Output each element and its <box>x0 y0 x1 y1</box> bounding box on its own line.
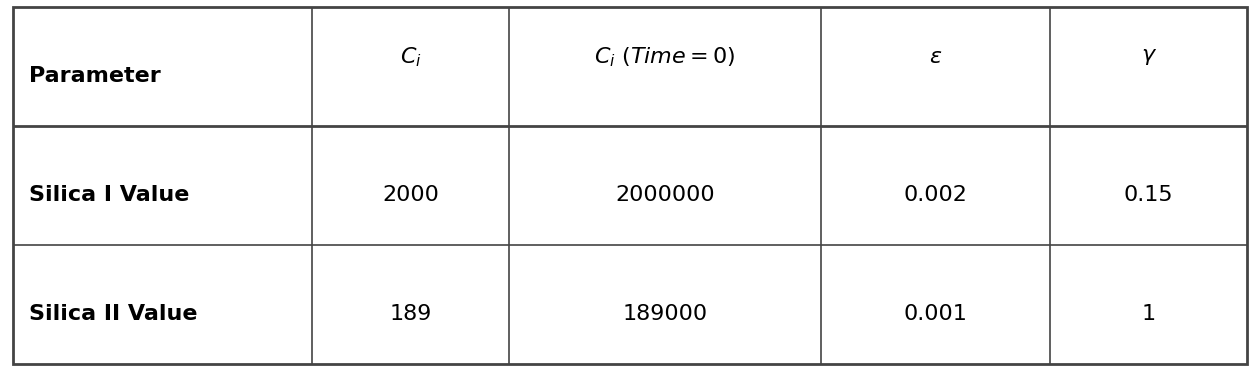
Text: 2000: 2000 <box>382 185 438 205</box>
Bar <box>1050 7 1247 126</box>
Text: 189000: 189000 <box>622 304 708 324</box>
Bar <box>311 245 509 364</box>
Text: 1: 1 <box>1142 304 1155 324</box>
Bar <box>509 7 822 126</box>
Bar <box>13 7 311 126</box>
Text: $\gamma$: $\gamma$ <box>1140 47 1157 67</box>
Bar <box>13 126 311 245</box>
Bar <box>13 245 311 364</box>
Text: Parameter: Parameter <box>29 66 161 86</box>
Bar <box>509 245 822 364</box>
Bar <box>822 7 1050 126</box>
Bar <box>822 126 1050 245</box>
Text: Silica I Value: Silica I Value <box>29 185 189 205</box>
Text: $\varepsilon$: $\varepsilon$ <box>929 47 942 67</box>
Bar <box>509 126 822 245</box>
Text: 0.001: 0.001 <box>903 304 968 324</box>
Text: Silica II Value: Silica II Value <box>29 304 198 324</box>
Bar <box>1050 245 1247 364</box>
Bar <box>1050 126 1247 245</box>
Text: $\mathit{C}_{i}$: $\mathit{C}_{i}$ <box>399 46 421 69</box>
Text: $\mathit{C}_{i}$ $(\mathit{Time} = 0)$: $\mathit{C}_{i}$ $(\mathit{Time} = 0)$ <box>595 46 736 69</box>
Bar <box>311 7 509 126</box>
Text: 0.15: 0.15 <box>1124 185 1173 205</box>
Text: 0.002: 0.002 <box>903 185 968 205</box>
Text: 189: 189 <box>389 304 432 324</box>
Bar <box>311 126 509 245</box>
Text: 2000000: 2000000 <box>615 185 714 205</box>
Bar <box>822 245 1050 364</box>
